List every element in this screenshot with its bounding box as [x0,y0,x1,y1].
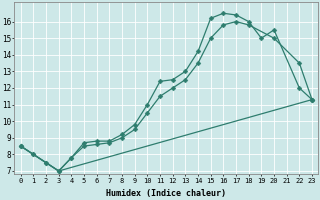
X-axis label: Humidex (Indice chaleur): Humidex (Indice chaleur) [106,189,226,198]
